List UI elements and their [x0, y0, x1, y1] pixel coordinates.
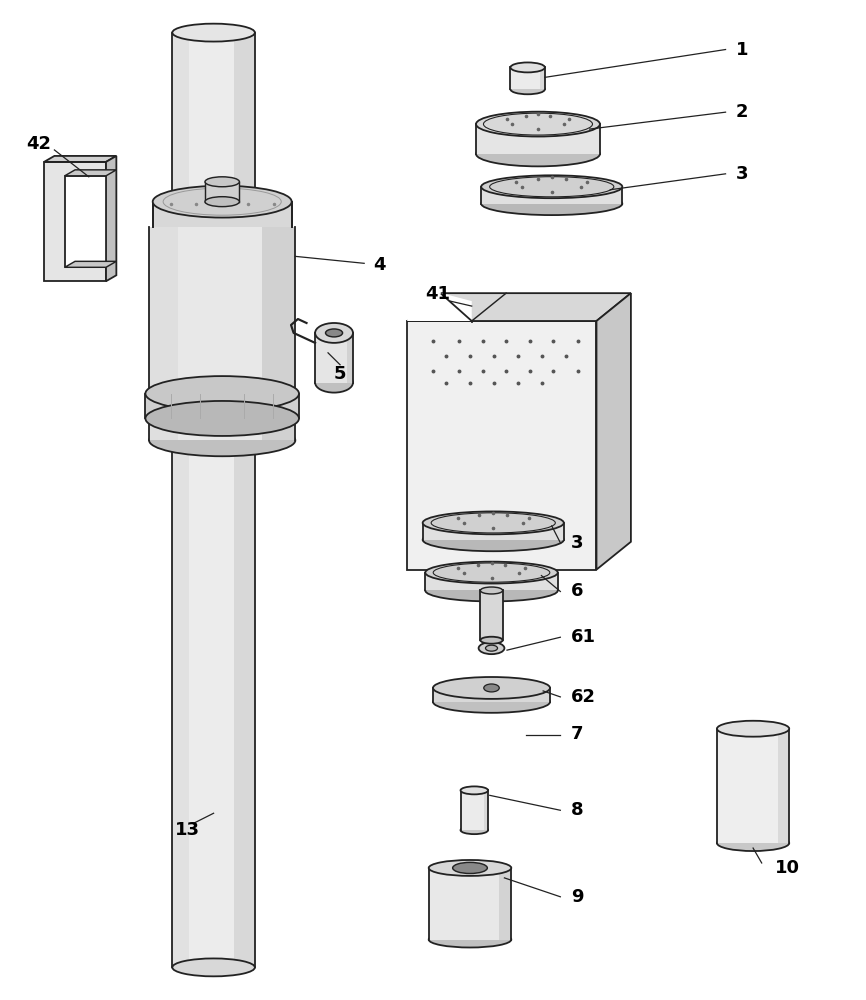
Polygon shape: [481, 187, 623, 204]
Polygon shape: [433, 688, 550, 702]
Ellipse shape: [172, 24, 255, 42]
Text: 10: 10: [774, 859, 799, 877]
Ellipse shape: [172, 958, 255, 976]
Polygon shape: [172, 33, 255, 967]
Text: 3: 3: [571, 534, 583, 552]
Ellipse shape: [425, 580, 558, 601]
Polygon shape: [172, 33, 189, 967]
Text: 41: 41: [425, 285, 449, 303]
Polygon shape: [149, 227, 295, 440]
Text: 61: 61: [571, 628, 596, 646]
Ellipse shape: [484, 684, 500, 692]
Polygon shape: [315, 333, 353, 383]
Ellipse shape: [476, 142, 600, 166]
Ellipse shape: [481, 637, 502, 644]
Ellipse shape: [425, 562, 558, 584]
Polygon shape: [429, 868, 511, 940]
Ellipse shape: [145, 401, 299, 436]
Ellipse shape: [453, 862, 488, 874]
Polygon shape: [44, 156, 116, 162]
Ellipse shape: [481, 175, 623, 198]
Text: 9: 9: [571, 888, 583, 906]
Polygon shape: [407, 293, 631, 321]
Polygon shape: [262, 227, 295, 440]
Text: 5: 5: [333, 365, 346, 383]
Ellipse shape: [145, 376, 299, 411]
Text: 42: 42: [27, 135, 51, 153]
Polygon shape: [347, 333, 353, 383]
Ellipse shape: [429, 860, 511, 876]
Polygon shape: [152, 202, 292, 227]
Polygon shape: [65, 261, 116, 267]
Polygon shape: [145, 394, 299, 418]
Ellipse shape: [510, 84, 545, 94]
Ellipse shape: [205, 177, 239, 187]
Ellipse shape: [149, 424, 295, 456]
Text: 3: 3: [736, 165, 748, 183]
Text: 2: 2: [736, 103, 748, 121]
Polygon shape: [425, 573, 558, 590]
Ellipse shape: [461, 826, 488, 834]
Ellipse shape: [717, 721, 789, 737]
Ellipse shape: [315, 373, 353, 393]
Text: 1: 1: [736, 41, 748, 59]
Ellipse shape: [461, 786, 488, 794]
Polygon shape: [461, 790, 488, 830]
Ellipse shape: [315, 323, 353, 343]
Polygon shape: [234, 33, 255, 967]
Ellipse shape: [481, 587, 502, 594]
Ellipse shape: [510, 62, 545, 72]
Ellipse shape: [423, 511, 564, 534]
Polygon shape: [499, 868, 511, 940]
Polygon shape: [484, 790, 488, 830]
Text: 8: 8: [571, 801, 584, 819]
Ellipse shape: [429, 932, 511, 948]
Polygon shape: [597, 293, 631, 570]
Polygon shape: [476, 124, 600, 154]
Ellipse shape: [481, 192, 623, 215]
Text: 6: 6: [571, 582, 583, 600]
Ellipse shape: [152, 186, 292, 218]
Polygon shape: [540, 67, 545, 89]
Polygon shape: [423, 523, 564, 540]
Ellipse shape: [423, 528, 564, 551]
Ellipse shape: [486, 645, 498, 651]
Polygon shape: [481, 590, 502, 640]
Polygon shape: [106, 156, 116, 281]
Ellipse shape: [717, 835, 789, 851]
Ellipse shape: [479, 642, 504, 654]
FancyBboxPatch shape: [407, 321, 597, 570]
Polygon shape: [65, 170, 116, 176]
Ellipse shape: [433, 691, 550, 713]
Text: 7: 7: [571, 725, 583, 743]
Polygon shape: [717, 729, 789, 843]
Polygon shape: [149, 227, 178, 440]
Polygon shape: [779, 729, 789, 843]
Polygon shape: [44, 162, 106, 281]
Ellipse shape: [205, 197, 239, 207]
Polygon shape: [407, 293, 472, 321]
Polygon shape: [205, 182, 239, 202]
Polygon shape: [510, 67, 545, 89]
Text: 62: 62: [571, 688, 596, 706]
Ellipse shape: [476, 112, 600, 137]
Text: 13: 13: [175, 821, 200, 839]
Ellipse shape: [326, 329, 343, 337]
Ellipse shape: [433, 677, 550, 699]
Text: 4: 4: [372, 256, 385, 274]
